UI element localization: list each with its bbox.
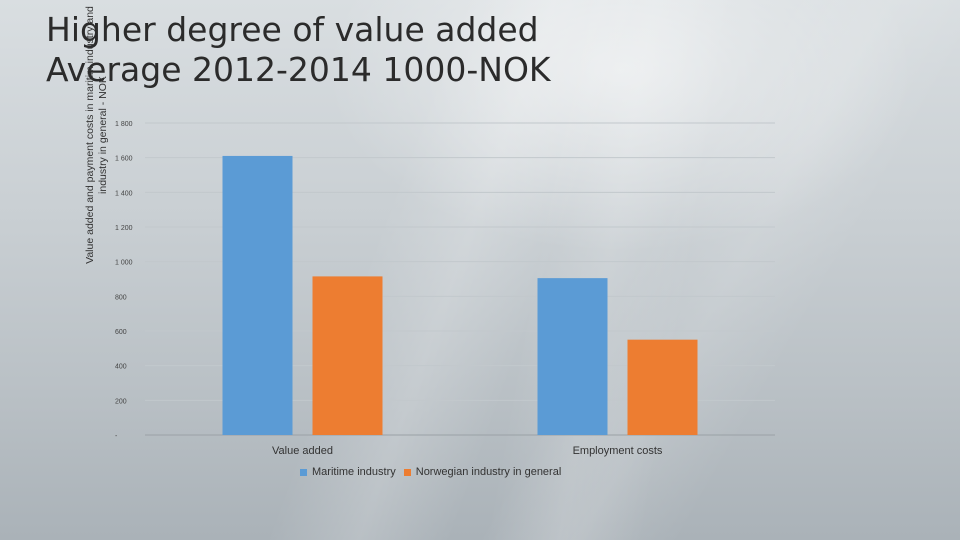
bar-maritime-value-added <box>222 155 293 435</box>
y-axis-ticks: - 200 400 600 800 1 000 1 200 1 400 1 600 1 800 <box>115 121 133 440</box>
y-tick-label: 1 400 <box>115 190 133 197</box>
y-tick-label: 600 <box>115 329 127 336</box>
legend-label-maritime: Maritime industry <box>312 466 396 478</box>
legend-label-norwegian: Norwegian industry in general <box>415 466 562 478</box>
y-tick-label: 1 600 <box>115 156 133 163</box>
y-tick-label: 1 800 <box>115 121 133 128</box>
legend-swatch-norwegian <box>403 468 411 476</box>
y-axis-label-line-2: industry in general - NOK <box>97 76 109 194</box>
y-tick-label: 800 <box>115 294 127 301</box>
bar-maritime-employment-costs <box>537 278 608 435</box>
bar-norwegian-value-added <box>312 276 383 435</box>
y-tick-label: 400 <box>115 364 127 371</box>
y-axis-label: Value added and payment costs in maritim… <box>84 0 110 280</box>
legend-swatch-maritime <box>300 468 307 476</box>
legend-item-norwegian: Norwegian industry in general <box>403 466 562 478</box>
y-axis-label-line-1: Value added and payment costs in maritim… <box>84 6 96 264</box>
y-tick-label: 200 <box>115 398 127 405</box>
bars <box>222 155 698 435</box>
y-tick-label: 1 200 <box>115 225 133 232</box>
y-tick-label: - <box>115 433 118 440</box>
y-tick-label: 1 000 <box>115 260 133 267</box>
x-category-label: Employment costs <box>573 445 663 457</box>
legend-item-maritime: Maritime industry <box>300 466 396 478</box>
title-line-1: Higher degree of value added <box>46 10 539 49</box>
legend: Maritime industry Norwegian industry in … <box>300 466 569 478</box>
x-axis-categories: Value added Employment costs <box>272 445 663 457</box>
title-line-2: Average 2012-2014 1000-NOK <box>46 50 551 89</box>
chart-title: Higher degree of value added Average 201… <box>46 10 551 90</box>
bar-norwegian-employment-costs <box>627 339 698 435</box>
x-category-label: Value added <box>272 445 333 457</box>
